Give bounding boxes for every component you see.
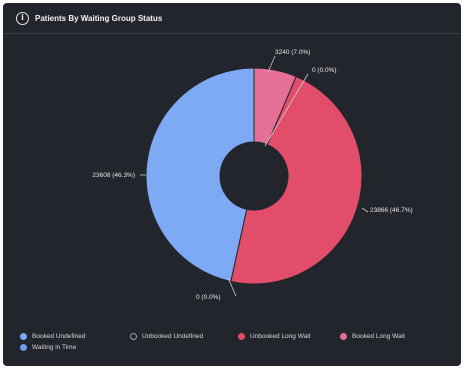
slice-booked-undefined[interactable] (145, 67, 255, 283)
legend-swatch (130, 333, 137, 340)
info-icon[interactable]: i (16, 11, 29, 25)
data-label: 3240 (7.0%) (275, 49, 310, 56)
legend-label: Unbooked Undefined (142, 333, 204, 340)
legend-item[interactable]: Waiting in Time (20, 344, 76, 351)
data-label: 23608 (46.3%) (92, 172, 135, 179)
legend-label: Unbooked Long Wait (250, 333, 311, 340)
legend-label: Booked Undefined (32, 333, 86, 340)
legend-swatch (238, 333, 245, 340)
data-label: 0 (0.0%) (312, 67, 337, 74)
legend-item[interactable]: Booked Long Wait (340, 333, 405, 340)
legend-swatch (20, 333, 27, 340)
legend-swatch (340, 333, 347, 340)
legend-label: Booked Long Wait (352, 333, 405, 340)
legend-item[interactable]: Booked Undefined (20, 333, 86, 340)
leader-line (267, 55, 276, 73)
chart-title: Patients By Waiting Group Status (35, 13, 163, 23)
legend-item[interactable]: Unbooked Undefined (130, 333, 203, 340)
data-label: 23866 (46.7%) (370, 207, 413, 214)
leader-line (264, 73, 309, 147)
leader-line (361, 207, 369, 213)
legend-label: Waiting in Time (32, 344, 77, 351)
legend-item[interactable]: Unbooked Long Wait (238, 333, 310, 340)
data-label: 0 (0.0%) (196, 294, 221, 301)
legend-swatch (20, 344, 27, 351)
slice-unbooked-long-wait[interactable] (230, 75, 363, 285)
leader-line (227, 277, 237, 297)
panel-header: i Patients By Waiting Group Status (3, 3, 461, 34)
chart-panel: i Patients By Waiting Group Status (3, 3, 461, 366)
